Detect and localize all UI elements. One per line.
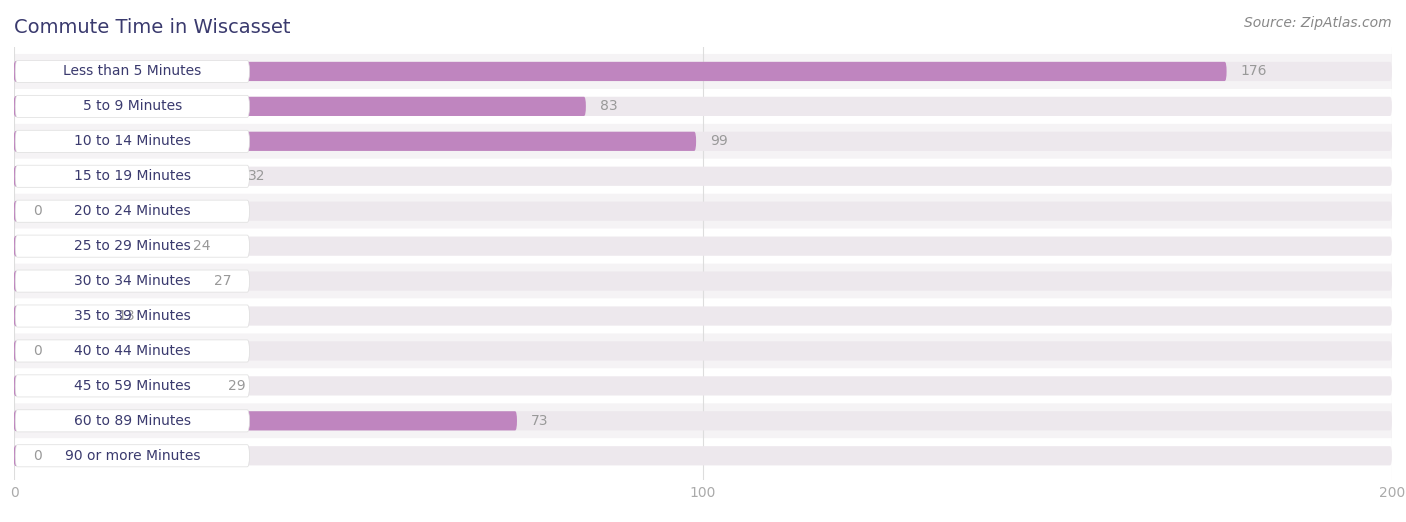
Circle shape	[14, 446, 18, 466]
FancyBboxPatch shape	[14, 446, 1392, 466]
FancyBboxPatch shape	[14, 132, 1392, 151]
FancyBboxPatch shape	[14, 411, 517, 431]
FancyBboxPatch shape	[14, 306, 1392, 326]
Circle shape	[14, 411, 18, 431]
FancyBboxPatch shape	[14, 446, 20, 466]
Circle shape	[14, 132, 18, 151]
Text: 10 to 14 Minutes: 10 to 14 Minutes	[75, 134, 191, 148]
FancyBboxPatch shape	[14, 411, 1392, 431]
FancyBboxPatch shape	[15, 375, 249, 397]
FancyBboxPatch shape	[14, 62, 1226, 81]
FancyBboxPatch shape	[14, 376, 214, 396]
Text: 32: 32	[249, 169, 266, 183]
FancyBboxPatch shape	[14, 201, 20, 221]
FancyBboxPatch shape	[14, 236, 180, 256]
Text: 30 to 34 Minutes: 30 to 34 Minutes	[75, 274, 191, 288]
Text: 35 to 39 Minutes: 35 to 39 Minutes	[75, 309, 191, 323]
Text: 176: 176	[1240, 64, 1267, 78]
FancyBboxPatch shape	[0, 299, 1406, 334]
FancyBboxPatch shape	[14, 271, 1392, 291]
Text: Less than 5 Minutes: Less than 5 Minutes	[63, 64, 201, 78]
Text: 73: 73	[531, 414, 548, 428]
Text: 0: 0	[34, 204, 42, 218]
FancyBboxPatch shape	[15, 61, 249, 82]
Text: 60 to 89 Minutes: 60 to 89 Minutes	[75, 414, 191, 428]
FancyBboxPatch shape	[15, 200, 249, 222]
FancyBboxPatch shape	[14, 97, 1392, 116]
FancyBboxPatch shape	[14, 97, 586, 116]
Text: 27: 27	[214, 274, 232, 288]
FancyBboxPatch shape	[14, 271, 200, 291]
FancyBboxPatch shape	[14, 376, 1392, 396]
FancyBboxPatch shape	[15, 235, 249, 257]
FancyBboxPatch shape	[14, 306, 104, 326]
Text: 90 or more Minutes: 90 or more Minutes	[65, 449, 200, 463]
FancyBboxPatch shape	[0, 54, 1406, 89]
FancyBboxPatch shape	[0, 264, 1406, 299]
Text: 83: 83	[599, 99, 617, 113]
FancyBboxPatch shape	[15, 96, 249, 117]
Text: 45 to 59 Minutes: 45 to 59 Minutes	[75, 379, 191, 393]
Circle shape	[14, 306, 18, 326]
Circle shape	[14, 271, 18, 291]
Text: 99: 99	[710, 134, 728, 148]
FancyBboxPatch shape	[0, 334, 1406, 369]
Text: 0: 0	[34, 344, 42, 358]
Text: Commute Time in Wiscasset: Commute Time in Wiscasset	[14, 18, 291, 37]
FancyBboxPatch shape	[0, 229, 1406, 264]
Circle shape	[14, 62, 18, 81]
Text: 20 to 24 Minutes: 20 to 24 Minutes	[75, 204, 191, 218]
FancyBboxPatch shape	[0, 404, 1406, 438]
FancyBboxPatch shape	[14, 341, 20, 361]
Circle shape	[14, 376, 18, 396]
FancyBboxPatch shape	[15, 305, 249, 327]
FancyBboxPatch shape	[15, 130, 249, 152]
FancyBboxPatch shape	[0, 159, 1406, 194]
FancyBboxPatch shape	[0, 369, 1406, 404]
Text: 13: 13	[118, 309, 135, 323]
Circle shape	[14, 201, 18, 221]
Text: Source: ZipAtlas.com: Source: ZipAtlas.com	[1244, 16, 1392, 30]
FancyBboxPatch shape	[0, 194, 1406, 229]
Text: 24: 24	[193, 239, 211, 253]
Circle shape	[14, 341, 18, 361]
FancyBboxPatch shape	[14, 167, 1392, 186]
FancyBboxPatch shape	[14, 201, 1392, 221]
Text: 15 to 19 Minutes: 15 to 19 Minutes	[75, 169, 191, 183]
FancyBboxPatch shape	[15, 270, 249, 292]
FancyBboxPatch shape	[14, 62, 1392, 81]
FancyBboxPatch shape	[15, 340, 249, 362]
FancyBboxPatch shape	[0, 89, 1406, 124]
FancyBboxPatch shape	[15, 410, 249, 432]
Text: 5 to 9 Minutes: 5 to 9 Minutes	[83, 99, 181, 113]
Circle shape	[14, 236, 18, 256]
FancyBboxPatch shape	[14, 167, 235, 186]
Text: 0: 0	[34, 449, 42, 463]
FancyBboxPatch shape	[14, 132, 696, 151]
Circle shape	[14, 167, 18, 186]
Text: 25 to 29 Minutes: 25 to 29 Minutes	[75, 239, 191, 253]
Circle shape	[14, 97, 18, 116]
FancyBboxPatch shape	[0, 438, 1406, 473]
FancyBboxPatch shape	[14, 236, 1392, 256]
Text: 40 to 44 Minutes: 40 to 44 Minutes	[75, 344, 191, 358]
Text: 29: 29	[228, 379, 245, 393]
FancyBboxPatch shape	[15, 445, 249, 467]
FancyBboxPatch shape	[14, 341, 1392, 361]
FancyBboxPatch shape	[15, 165, 249, 187]
FancyBboxPatch shape	[0, 124, 1406, 159]
